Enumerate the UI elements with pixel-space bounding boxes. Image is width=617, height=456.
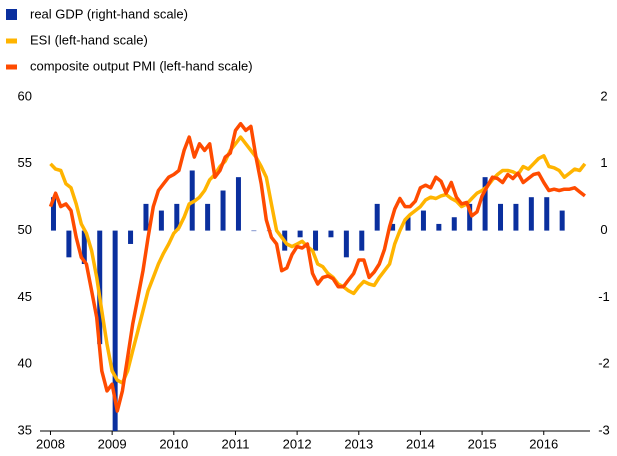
x-tick-label: 2011 xyxy=(221,436,249,451)
y-tick-label: 40 xyxy=(18,356,32,371)
y2-tick-label: -2 xyxy=(598,356,610,371)
bar xyxy=(390,223,396,231)
legend-swatch xyxy=(6,64,17,70)
bar xyxy=(482,177,488,231)
bar xyxy=(205,203,211,231)
x-tick-label: 2014 xyxy=(406,436,435,451)
bar xyxy=(158,210,164,231)
x-tick-label: 2016 xyxy=(529,436,558,451)
bar xyxy=(50,197,56,231)
bar xyxy=(81,230,87,264)
x-tick-label: 2012 xyxy=(283,436,312,451)
bar xyxy=(528,197,534,231)
bar xyxy=(235,177,241,231)
bar xyxy=(328,230,334,238)
x-tick-label: 2013 xyxy=(344,436,373,451)
y2-tick-label: 1 xyxy=(600,155,607,170)
legend-label: ESI (left-hand scale) xyxy=(30,32,148,47)
x-tick-label: 2015 xyxy=(468,436,497,451)
bar xyxy=(513,203,519,231)
legend-label: composite output PMI (left-hand scale) xyxy=(30,58,253,73)
bar xyxy=(112,230,118,431)
x-tick-label: 2009 xyxy=(98,436,127,451)
bar xyxy=(374,203,380,231)
legend-swatch xyxy=(6,9,17,20)
bar xyxy=(498,203,504,231)
y-tick-label: 50 xyxy=(18,222,32,237)
bar xyxy=(405,217,411,231)
bar xyxy=(174,203,180,231)
line xyxy=(48,121,586,413)
bar xyxy=(420,210,426,231)
y-tick-label: 55 xyxy=(18,155,32,170)
legend-label: real GDP (right-hand scale) xyxy=(30,6,188,21)
bar xyxy=(313,230,319,251)
legend-swatch xyxy=(6,38,17,44)
bar xyxy=(66,230,72,258)
y2-tick-label: 0 xyxy=(600,222,607,237)
bar xyxy=(436,223,442,231)
bar xyxy=(467,203,473,231)
bar xyxy=(220,190,226,231)
bar xyxy=(251,230,257,232)
y2-tick-label: -1 xyxy=(598,289,610,304)
bar xyxy=(143,203,149,231)
bar xyxy=(451,217,457,231)
bar xyxy=(343,230,349,258)
bar xyxy=(544,197,550,231)
bar xyxy=(359,230,365,251)
y2-tick-label: 2 xyxy=(600,88,607,103)
bar xyxy=(559,210,565,231)
y-tick-label: 35 xyxy=(18,422,32,437)
x-tick-label: 2008 xyxy=(36,436,65,451)
y2-tick-label: -3 xyxy=(598,422,610,437)
y-tick-label: 60 xyxy=(18,88,32,103)
x-tick-label: 2010 xyxy=(159,436,188,451)
bar xyxy=(297,230,303,238)
bar xyxy=(128,230,134,244)
y-tick-label: 45 xyxy=(18,289,32,304)
